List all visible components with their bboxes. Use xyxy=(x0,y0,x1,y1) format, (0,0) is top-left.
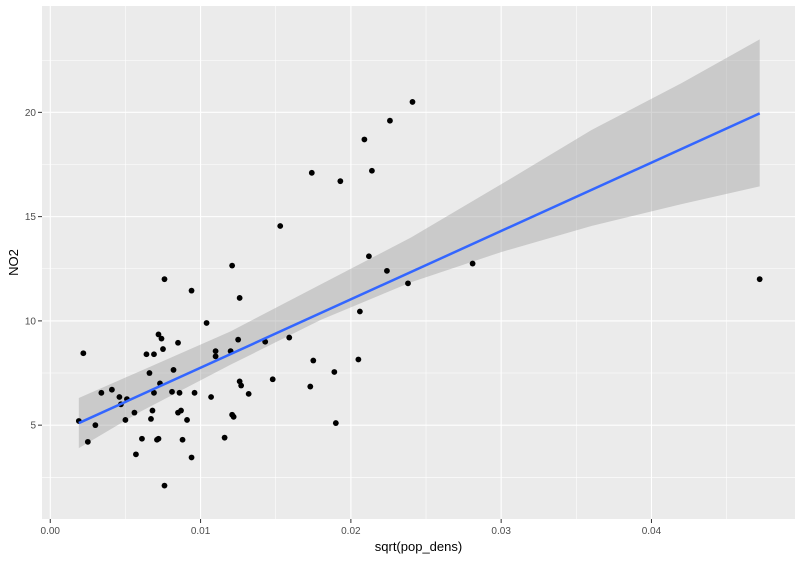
data-point xyxy=(208,394,214,400)
y-tick-label: 20 xyxy=(25,108,37,119)
regression-line xyxy=(78,112,761,425)
data-point xyxy=(235,336,242,343)
data-point xyxy=(179,436,186,443)
data-point xyxy=(203,320,210,326)
data-point xyxy=(308,169,315,176)
data-point xyxy=(229,262,236,269)
data-point xyxy=(133,451,139,458)
data-point xyxy=(176,389,183,396)
data-point xyxy=(148,416,154,422)
data-point xyxy=(191,389,198,396)
data-point xyxy=(122,417,129,423)
data-point xyxy=(337,178,344,185)
data-point xyxy=(158,335,165,342)
data-point xyxy=(236,295,243,301)
data-point xyxy=(369,167,375,174)
data-point xyxy=(310,357,317,364)
data-point xyxy=(387,117,393,124)
data-point xyxy=(188,287,195,294)
data-point xyxy=(169,388,175,395)
data-point xyxy=(184,417,190,423)
major-gridlines xyxy=(42,6,795,519)
y-axis-title: NO2 xyxy=(6,249,21,276)
data-point xyxy=(221,434,228,441)
x-tick-label: 0.03 xyxy=(491,526,511,537)
data-point xyxy=(361,136,368,143)
data-point xyxy=(469,260,476,267)
data-point xyxy=(160,346,166,352)
x-tick-label: 0.04 xyxy=(642,526,662,537)
data-point xyxy=(161,276,168,283)
y-axis: 5 10 15 20 xyxy=(25,108,42,432)
data-point xyxy=(161,482,168,489)
data-point xyxy=(170,366,177,373)
data-point xyxy=(149,407,156,414)
data-point xyxy=(151,351,157,358)
data-point xyxy=(409,99,416,105)
data-point xyxy=(269,376,276,383)
data-point xyxy=(139,435,145,442)
data-point xyxy=(384,267,390,274)
data-point xyxy=(238,382,245,389)
data-point xyxy=(366,253,372,260)
y-tick-label: 10 xyxy=(25,316,37,327)
data-point xyxy=(307,383,314,390)
data-point xyxy=(80,350,87,357)
data-point xyxy=(277,223,284,229)
x-tick-label: 0.00 xyxy=(41,526,61,537)
x-tick-label: 0.02 xyxy=(341,526,361,537)
data-point xyxy=(355,356,362,363)
x-axis-title: sqrt(pop_dens) xyxy=(375,539,462,554)
data-point xyxy=(151,389,157,396)
plot-panel xyxy=(42,6,795,519)
x-axis: 0.00 0.01 0.02 0.03 0.04 xyxy=(41,519,662,537)
data-point xyxy=(84,438,91,445)
x-tick-label: 0.01 xyxy=(191,526,211,537)
data-point xyxy=(116,394,123,400)
data-point xyxy=(188,454,195,461)
data-point xyxy=(175,339,181,346)
data-point xyxy=(155,331,162,338)
data-point xyxy=(756,276,763,283)
data-point xyxy=(286,334,293,341)
data-point xyxy=(245,390,252,397)
data-point xyxy=(356,308,363,315)
data-point xyxy=(405,280,411,287)
data-point xyxy=(212,348,219,355)
data-point xyxy=(92,422,99,429)
data-point xyxy=(155,435,162,442)
data-point xyxy=(131,409,138,416)
y-tick-label: 5 xyxy=(30,421,36,432)
y-tick-label: 15 xyxy=(25,212,37,223)
data-point xyxy=(178,407,184,414)
data-point xyxy=(108,386,115,393)
data-point xyxy=(98,389,105,396)
data-point xyxy=(212,353,219,360)
data-point xyxy=(143,351,150,358)
data-point xyxy=(332,420,339,426)
data-point xyxy=(146,370,153,376)
data-point xyxy=(230,413,237,420)
data-point xyxy=(331,369,338,375)
